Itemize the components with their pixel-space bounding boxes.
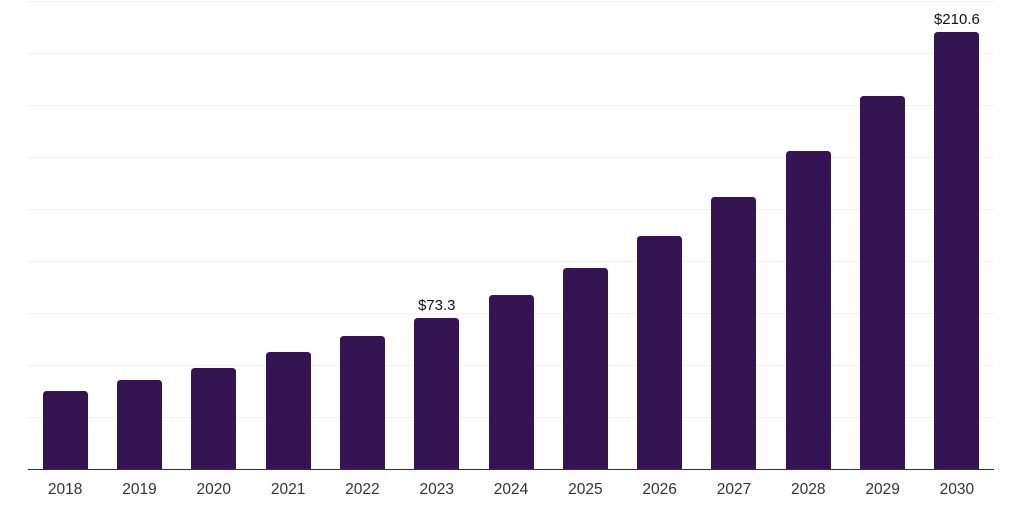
x-tick-label-2020: 2020 (196, 481, 232, 498)
bar-slot-2028 (771, 0, 845, 470)
gridline-100 (28, 261, 994, 263)
gridline-125 (28, 209, 994, 211)
bars-container: $73.3 $210.6 (28, 0, 994, 470)
x-tick-label-2023: 2023 (419, 481, 454, 498)
bar-2024 (488, 295, 534, 470)
x-tick-label-2024: 2024 (493, 481, 529, 498)
plot-area: $73.3 $210.6 (28, 0, 994, 470)
x-tick-label-2025: 2025 (568, 481, 603, 498)
x-tick-label-2021: 2021 (270, 481, 306, 498)
bar-slot-2030: $210.6 (920, 0, 994, 470)
bar-2026 (637, 236, 683, 470)
bar-slot-2019 (102, 0, 176, 470)
x-axis-line (28, 468, 994, 470)
bar-2021 (265, 351, 311, 470)
bar-slot-2023: $73.3 (400, 0, 474, 470)
x-tick-label-2026: 2026 (642, 481, 677, 498)
x-tick-label-2027: 2027 (716, 481, 752, 498)
x-tick-label-2022: 2022 (345, 481, 380, 498)
x-tick-label-2019: 2019 (122, 481, 157, 498)
bar-2025 (562, 268, 608, 470)
bar-2028 (785, 151, 831, 470)
bar-slot-2026 (623, 0, 697, 470)
gridline-200 (28, 53, 994, 55)
bar-slot-2021 (251, 0, 325, 470)
gridline-175 (28, 105, 994, 107)
x-tick-label-2018: 2018 (47, 481, 83, 498)
bar-slot-2018 (28, 0, 102, 470)
bar-2020 (191, 368, 237, 470)
bar-2030 (934, 32, 980, 470)
bar-2023 (414, 317, 460, 470)
x-tick-label-2030: 2030 (939, 481, 975, 498)
bar-2018 (42, 390, 88, 470)
gridline-225 (28, 1, 994, 3)
bar-slot-2024 (474, 0, 548, 470)
bar-slot-2027 (697, 0, 771, 470)
x-axis-labels: 2018 2019 2020 2021 2022 2023 2024 2025 2026 2027… (28, 470, 994, 512)
bar-2027 (711, 196, 757, 470)
bar-slot-2025 (548, 0, 622, 470)
bar-2022 (339, 335, 385, 470)
bar-slot-2022 (325, 0, 399, 470)
bar-slot-2029 (845, 0, 919, 470)
bar-2029 (860, 95, 906, 470)
bar-2019 (116, 379, 162, 470)
gridline-150 (28, 157, 994, 159)
x-tick-label-2029: 2029 (865, 481, 900, 498)
bar-value-label-2023: $73.3 (417, 296, 456, 314)
x-tick-label-2028: 2028 (791, 481, 826, 498)
bar-value-label-2030: $210.6 (933, 11, 980, 29)
bar-slot-2020 (177, 0, 251, 470)
